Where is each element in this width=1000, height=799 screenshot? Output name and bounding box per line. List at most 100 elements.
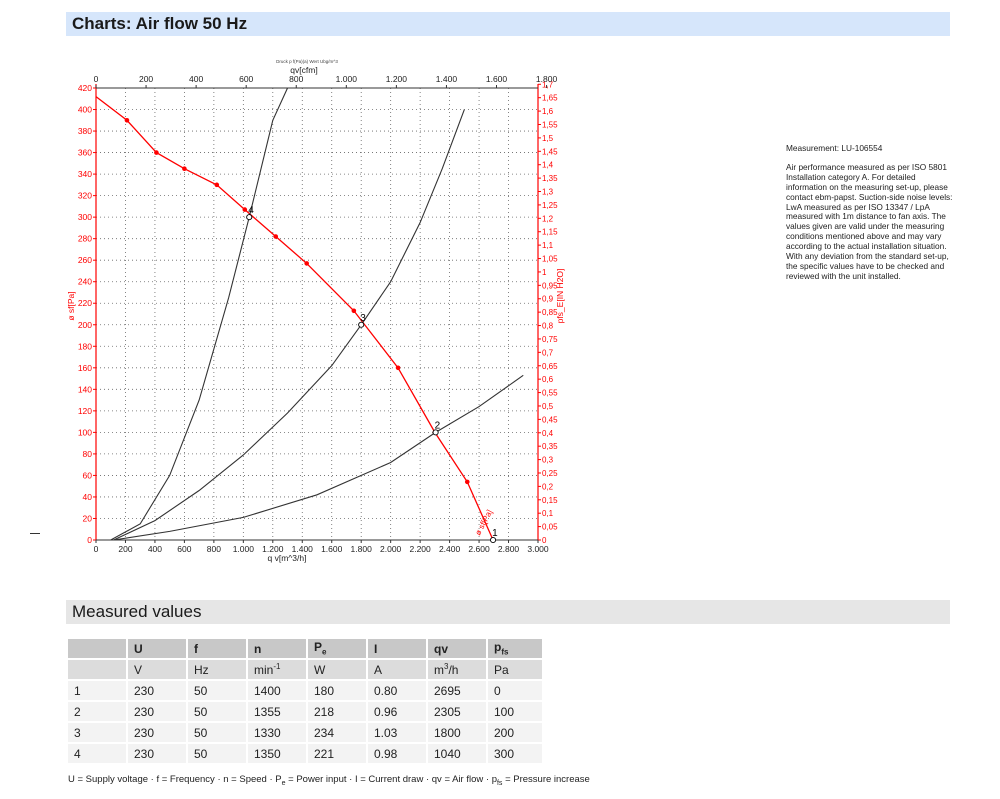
table-cell: 2 <box>68 702 126 721</box>
y-tick-label: 100 <box>78 427 92 437</box>
x2-tick-label: 0 <box>94 74 99 84</box>
x2-tick-label: 1.800 <box>536 74 558 84</box>
x-tick-label: 2.600 <box>468 544 490 554</box>
top-small-label: Druck p f(Pa)(a) Wert Ubg/m^3 <box>276 59 338 64</box>
x2-axis-label: qv[cfm] <box>290 65 317 75</box>
y2-tick-label: 0,6 <box>542 375 554 384</box>
operating-point-label: 1 <box>492 528 498 539</box>
y2-tick-label: 0,75 <box>542 335 558 344</box>
y2-tick-label: 0,55 <box>542 389 558 398</box>
fan-curve-point <box>124 117 130 123</box>
charts-section-header: Charts: Air flow 50 Hz <box>66 12 950 36</box>
y2-tick-label: 0,25 <box>542 469 558 478</box>
measured-values-title: Measured values <box>72 602 202 621</box>
y2-tick-label: 1,55 <box>542 120 558 129</box>
table-cell: 0 <box>488 681 542 700</box>
y-tick-label: 0 <box>87 535 92 545</box>
y2-tick-label: 0,2 <box>542 482 554 491</box>
table-cell: 230 <box>128 681 186 700</box>
table-header-cell <box>68 639 126 658</box>
table-unit-cell: Hz <box>188 660 246 679</box>
fan-curve-point <box>304 261 309 266</box>
table-cell: 1 <box>68 681 126 700</box>
y-axis-label: ø sf[Pa] <box>66 291 76 320</box>
y2-tick-label: 1,1 <box>542 241 554 250</box>
y2-tick-label: 0,4 <box>542 429 554 438</box>
x-tick-label: 1.000 <box>233 544 255 554</box>
fan-curve-point <box>214 182 220 188</box>
operating-point-label: 2 <box>435 420 441 431</box>
table-cell: 221 <box>308 744 366 763</box>
fan-curve-point <box>273 234 279 239</box>
y-tick-label: 400 <box>78 105 92 115</box>
table-cell: 200 <box>488 723 542 742</box>
y2-tick-label: 0,1 <box>542 509 554 518</box>
system-curve-line <box>113 374 524 541</box>
x-tick-label: 1.200 <box>262 544 284 554</box>
legend-text: U = Supply voltage · f = Frequency · n =… <box>68 774 282 785</box>
table-row: 2 230 50 1355 218 0.96 2305 100 <box>68 702 542 721</box>
system-curve-line <box>113 109 465 541</box>
table-unit-cell: min-1 <box>248 660 306 679</box>
x2-tick-label: 800 <box>289 74 303 84</box>
y2-axis-label: pfs_E[IN H2O] <box>555 269 565 324</box>
x2-tick-label: 1.200 <box>386 74 408 84</box>
measurement-description: Air performance measured as per ISO 5801… <box>786 161 953 281</box>
x2-tick-label: 1.000 <box>336 74 358 84</box>
operating-point <box>490 536 497 544</box>
x2-tick-label: 600 <box>239 74 253 84</box>
y-tick-label: 20 <box>83 513 93 523</box>
section-title: Charts: Air flow 50 Hz <box>72 14 248 33</box>
y-tick-label: 260 <box>78 255 92 265</box>
table-cell: 218 <box>308 702 366 721</box>
y2-tick-label: 1,6 <box>542 107 554 116</box>
x2-tick-label: 200 <box>139 74 153 84</box>
y2-tick-label: 1,05 <box>542 255 558 264</box>
y2-tick-label: 1,45 <box>542 147 558 156</box>
y2-tick-label: 1,7 <box>542 80 554 89</box>
y-tick-label: 380 <box>78 126 92 136</box>
plot-area <box>95 87 539 541</box>
y2-tick-label: 1,25 <box>542 201 558 210</box>
legend-subscript: e <box>281 779 286 787</box>
y-tick-label: 360 <box>78 148 92 158</box>
y2-tick-label: 1,3 <box>542 188 554 197</box>
table-cell: 50 <box>188 681 246 700</box>
system-curve-line <box>110 87 289 541</box>
y-tick-label: 420 <box>78 83 92 93</box>
table-cell: 0.80 <box>368 681 426 700</box>
table-cell: 2305 <box>428 702 486 721</box>
x-tick-label: 800 <box>207 544 221 554</box>
x-tick-label: 200 <box>118 544 132 554</box>
table-header-cell: pfs <box>488 639 542 658</box>
y-tick-label: 140 <box>78 384 92 394</box>
table-cell: 3 <box>68 723 126 742</box>
fan-curve-point <box>395 365 401 371</box>
table-cell: 300 <box>488 744 542 763</box>
operating-point <box>246 214 253 221</box>
fan-curve-point <box>154 150 159 155</box>
y2-tick-label: 0,95 <box>542 281 558 290</box>
y2-tick-label: 0,5 <box>542 402 554 411</box>
y-tick-label: 40 <box>83 492 93 502</box>
x-tick-label: 2.400 <box>439 544 461 554</box>
x-axis-label: q v[m^3/h] <box>268 553 307 563</box>
table-cell: 1330 <box>248 723 306 742</box>
y2-tick-label: 1,4 <box>542 161 554 170</box>
table-cell: 0.98 <box>368 744 426 763</box>
y-tick-label: 120 <box>78 406 92 416</box>
y-tick-label: 240 <box>78 277 92 287</box>
table-cell: 1.03 <box>368 723 426 742</box>
table-row: 1 230 50 1400 180 0.80 2695 0 <box>68 681 542 700</box>
table-cell: 4 <box>68 744 126 763</box>
table-cell: 230 <box>128 702 186 721</box>
y2-tick-label: 0,85 <box>542 308 558 317</box>
table-unit-cell: V <box>128 660 186 679</box>
y-tick-label: 200 <box>78 320 92 330</box>
y-tick-label: 60 <box>83 470 93 480</box>
x-tick-label: 2.800 <box>498 544 520 554</box>
operating-point <box>432 429 439 436</box>
table-cell: 1400 <box>248 681 306 700</box>
y-tick-label: 340 <box>78 169 92 179</box>
